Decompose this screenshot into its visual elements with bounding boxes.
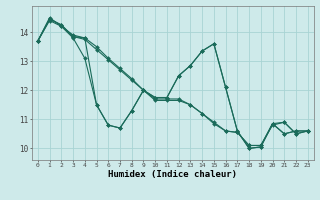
X-axis label: Humidex (Indice chaleur): Humidex (Indice chaleur): [108, 170, 237, 179]
